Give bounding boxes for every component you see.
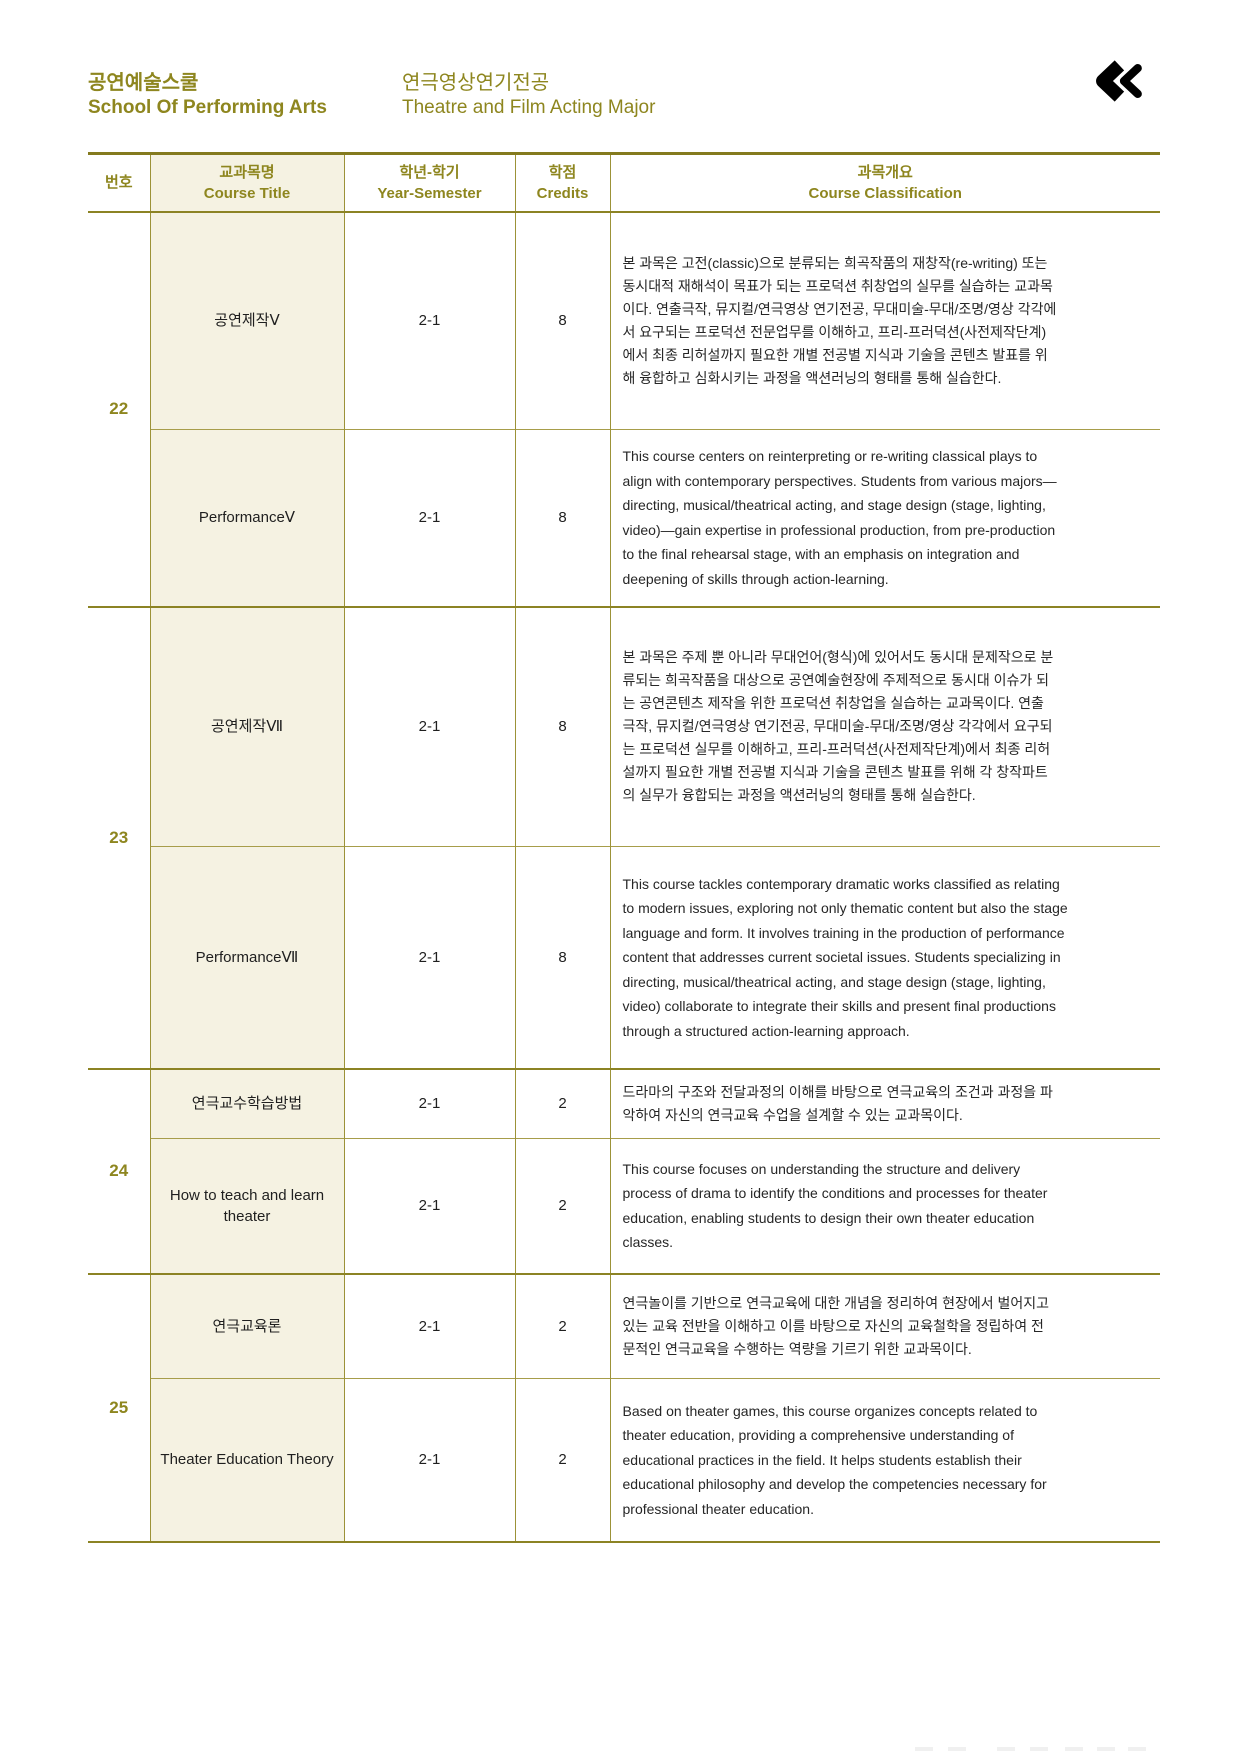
- course-description-cell: This course centers on reinterpreting or…: [609, 429, 1160, 607]
- course-row-group-22: 22 공연제작Ⅴ 2-1 8 본 과목은 고전(classic)으로 분류되는 …: [88, 210, 1160, 607]
- course-description-en: This course focuses on understanding the…: [622, 1160, 1048, 1251]
- school-name-block: 공연예술스쿨 School Of Performing Arts: [88, 70, 327, 120]
- major-name-kr: 연극영상연기전공: [402, 72, 550, 94]
- header-number-kr: 번호: [104, 174, 133, 192]
- table-row: PerformanceⅦ 2-1 8 This course tackles c…: [88, 846, 1160, 1069]
- header-course-classification-en: Course Classification: [808, 184, 962, 202]
- header-credits-kr: 학점: [548, 163, 577, 181]
- course-description-kr: 드라마의 구조와 전달과정의 이해를 바탕으로 연극교육의 조건과 과정을 파악…: [622, 1083, 1053, 1123]
- course-row-group-24: 24 연극교수학습방법 2-1 2 드라마의 구조와 전달과정의 이해를 바탕으…: [88, 1067, 1160, 1274]
- school-name-kr: 공연예술스쿨: [88, 72, 199, 94]
- course-row-group-25: 25 연극교육론 2-1 2 연극놀이를 기반으로 연극교육에 대한 개념을 정…: [88, 1272, 1160, 1543]
- year-semester-value: 2-1: [343, 846, 515, 1069]
- course-description-kr: 본 과목은 주제 뿐 아니라 무대언어(형식)에 있어서도 동시대 문제작으로 …: [622, 649, 1054, 804]
- course-title-kr: 연극교육론: [149, 1272, 344, 1379]
- course-title-en: Theater Education Theory: [149, 1378, 344, 1543]
- course-title-en: How to teach and learn theater: [149, 1138, 344, 1274]
- course-table: 번호 교과목명 Course Title 학년-학기 Year-Semester…: [88, 152, 1160, 1543]
- course-title-en: PerformanceⅦ: [149, 846, 344, 1069]
- course-row-group-23: 23 공연제작Ⅶ 2-1 8 본 과목은 주제 뿐 아니라 무대언어(형식)에 …: [88, 605, 1160, 1069]
- header-credits: 학점 Credits: [514, 152, 610, 213]
- year-semester-value: 2-1: [343, 429, 515, 607]
- course-description-cell: 드라마의 구조와 전달과정의 이해를 바탕으로 연극교육의 조건과 과정을 파악…: [609, 1067, 1160, 1139]
- credits-value: 8: [514, 846, 610, 1069]
- header-course-title-kr: 교과목명: [219, 163, 275, 181]
- row-number: 24: [88, 1067, 150, 1274]
- credits-value: 8: [514, 429, 610, 607]
- credits-value: 8: [514, 605, 610, 847]
- ck-chevron-logo-icon: [1096, 60, 1142, 102]
- header-year-semester-kr: 학년-학기: [399, 163, 460, 181]
- year-semester-value: 2-1: [343, 1272, 515, 1379]
- course-description-cell: Based on theater games, this course orga…: [609, 1378, 1160, 1543]
- credits-value: 2: [514, 1272, 610, 1379]
- row-number: 23: [88, 605, 150, 1069]
- year-semester-value: 2-1: [343, 1378, 515, 1543]
- credits-value: 2: [514, 1067, 610, 1139]
- credits-value: 8: [514, 210, 610, 430]
- year-semester-value: 2-1: [343, 605, 515, 847]
- table-header-row: 번호 교과목명 Course Title 학년-학기 Year-Semester…: [88, 152, 1160, 213]
- course-title-kr: 공연제작Ⅴ: [149, 210, 344, 430]
- table-row: PerformanceⅤ 2-1 8 This course centers o…: [88, 429, 1160, 607]
- course-description-en: This course centers on reinterpreting or…: [622, 448, 1057, 587]
- year-semester-value: 2-1: [343, 1067, 515, 1139]
- course-title-kr: 공연제작Ⅶ: [149, 605, 344, 847]
- row-number: 22: [88, 210, 150, 607]
- major-name-en: Theatre and Film Acting Major: [402, 97, 656, 118]
- credits-value: 2: [514, 1378, 610, 1543]
- header-course-title: 교과목명 Course Title: [149, 152, 344, 213]
- year-semester-value: 2-1: [343, 1138, 515, 1274]
- row-number: 25: [88, 1272, 150, 1543]
- header-credits-en: Credits: [536, 184, 589, 202]
- course-description-cell: 연극놀이를 기반으로 연극교육에 대한 개념을 정리하여 현장에서 벌어지고 있…: [609, 1272, 1160, 1379]
- table-row: 25 연극교육론 2-1 2 연극놀이를 기반으로 연극교육에 대한 개념을 정…: [88, 1272, 1160, 1543]
- table-row: Theater Education Theory 2-1 2 Based on …: [88, 1378, 1160, 1543]
- table-row: How to teach and learn theater 2-1 2 Thi…: [88, 1138, 1160, 1274]
- header-year-semester-en: Year-Semester: [377, 184, 482, 202]
- table-row: 22 공연제작Ⅴ 2-1 8 본 과목은 고전(classic)으로 분류되는 …: [88, 210, 1160, 607]
- credits-value: 2: [514, 1138, 610, 1274]
- header-course-title-en: Course Title: [203, 184, 291, 202]
- header-course-classification: 과목개요 Course Classification: [609, 152, 1160, 213]
- year-semester-value: 2-1: [343, 210, 515, 430]
- course-description-kr: 연극놀이를 기반으로 연극교육에 대한 개념을 정리하여 현장에서 벌어지고 있…: [622, 1294, 1050, 1357]
- table-row: 24 연극교수학습방법 2-1 2 드라마의 구조와 전달과정의 이해를 바탕으…: [88, 1067, 1160, 1274]
- header-year-semester: 학년-학기 Year-Semester: [343, 152, 515, 213]
- course-description-cell: This course focuses on understanding the…: [609, 1138, 1160, 1274]
- course-description-cell: 본 과목은 주제 뿐 아니라 무대언어(형식)에 있어서도 동시대 문제작으로 …: [609, 605, 1160, 847]
- course-title-kr: 연극교수학습방법: [149, 1067, 344, 1139]
- header-course-classification-kr: 과목개요: [857, 163, 913, 181]
- course-description-cell: 본 과목은 고전(classic)으로 분류되는 희곡작품의 재창작(re-wr…: [609, 210, 1160, 430]
- course-description-kr: 본 과목은 고전(classic)으로 분류되는 희곡작품의 재창작(re-wr…: [622, 254, 1057, 386]
- course-description-en: This course tackles contemporary dramati…: [622, 875, 1068, 1039]
- major-name-block: 연극영상연기전공 Theatre and Film Acting Major: [402, 70, 655, 120]
- header-number: 번호: [88, 152, 150, 213]
- table-row: 23 공연제작Ⅶ 2-1 8 본 과목은 주제 뿐 아니라 무대언어(형식)에 …: [88, 605, 1160, 1069]
- course-description-cell: This course tackles contemporary dramati…: [609, 846, 1160, 1069]
- course-title-en: PerformanceⅤ: [149, 429, 344, 607]
- school-name-en: School Of Performing Arts: [88, 97, 327, 118]
- course-description-en: Based on theater games, this course orga…: [622, 1402, 1047, 1517]
